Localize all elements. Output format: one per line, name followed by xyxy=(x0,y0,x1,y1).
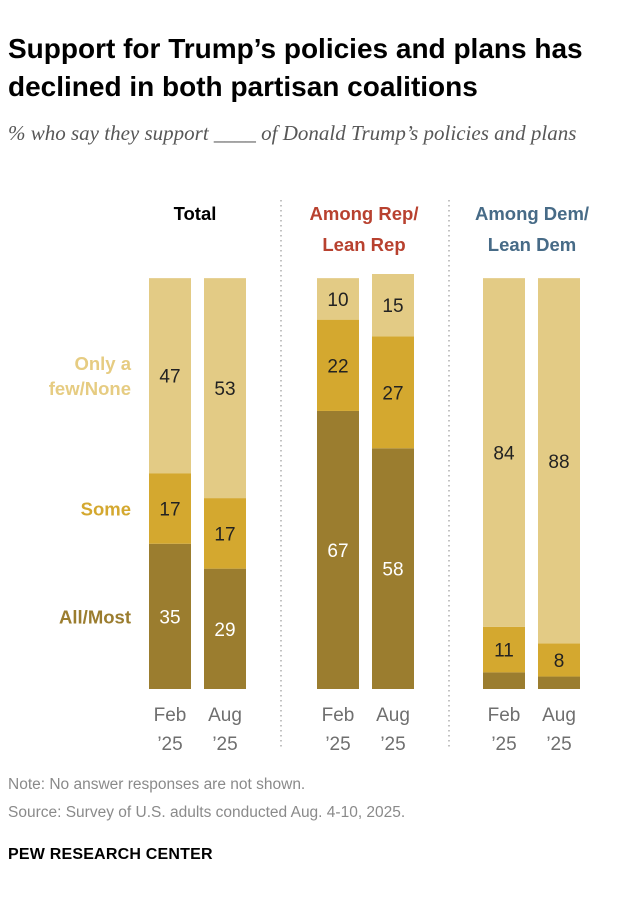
data-label: 35 xyxy=(159,607,180,628)
chart-source: Source: Survey of U.S. adults conducted … xyxy=(8,804,406,821)
x-axis-tick-label: Aug xyxy=(542,705,576,726)
data-label: 8 xyxy=(554,651,565,672)
x-axis-tick-label: ’25 xyxy=(157,734,182,755)
bar-segment-only-a-few-none xyxy=(372,274,414,337)
group-heading: Lean Dem xyxy=(488,234,576,255)
x-axis-tick-label: Aug xyxy=(376,705,410,726)
data-label: 22 xyxy=(327,356,348,377)
data-label: 53 xyxy=(214,379,235,400)
chart-note: Note: No answer responses are not shown. xyxy=(8,776,306,793)
group-heading: Total xyxy=(174,203,217,224)
x-axis-tick-label: ’25 xyxy=(546,734,571,755)
stacked-bar-chart: Total 35 17 47 Feb ’25 29 17 53 Aug ’25 Among Rep/L… xyxy=(49,200,589,755)
group-heading: Among Rep/ xyxy=(310,203,419,224)
x-axis-tick-label: ’25 xyxy=(380,734,405,755)
bar-segment-some xyxy=(372,336,414,449)
data-label: 58 xyxy=(382,560,403,581)
bar-segment-all-most xyxy=(538,676,580,689)
data-label: 84 xyxy=(493,443,515,464)
bar-segment-all-most xyxy=(317,410,359,689)
data-label: 67 xyxy=(327,541,348,562)
data-label: 10 xyxy=(327,290,348,311)
bar-segment-all-most xyxy=(149,543,191,689)
bar-segment-all-most xyxy=(204,568,246,689)
data-label: 11 xyxy=(494,641,514,662)
data-label: 17 xyxy=(214,524,235,545)
series-label: All/Most xyxy=(59,606,131,627)
x-axis-tick-label: Feb xyxy=(154,705,187,726)
bar-segment-all-most xyxy=(483,672,525,689)
bar-segment-only-a-few-none xyxy=(317,278,359,320)
bar-segment-some xyxy=(204,498,246,569)
data-label: 29 xyxy=(214,620,235,641)
x-axis-tick-label: ’25 xyxy=(212,734,237,755)
data-label: 17 xyxy=(159,499,180,520)
bar-segment-some xyxy=(538,643,580,677)
x-axis-tick-label: ’25 xyxy=(325,734,350,755)
bar-segment-all-most xyxy=(372,448,414,689)
group-heading: Among Dem/ xyxy=(475,203,589,224)
series-label: few/None xyxy=(49,378,131,399)
group-heading: Lean Rep xyxy=(322,234,405,255)
data-label: 15 xyxy=(382,296,403,317)
bar-segment-only-a-few-none xyxy=(538,278,580,644)
x-axis-tick-label: Feb xyxy=(488,705,521,726)
data-label: 47 xyxy=(159,367,180,388)
bar-segment-only-a-few-none xyxy=(149,278,191,474)
bar-segment-only-a-few-none xyxy=(204,278,246,499)
bar-segment-only-a-few-none xyxy=(483,278,525,627)
data-label: 88 xyxy=(548,452,569,473)
bar-segment-some xyxy=(317,319,359,411)
chart-title: Support for Trump’s policies and plans h… xyxy=(8,33,583,102)
series-label: Only a xyxy=(74,353,131,374)
x-axis-tick-label: Feb xyxy=(322,705,355,726)
chart-subtitle: % who say they support ____ of Donald Tr… xyxy=(8,121,577,145)
series-label: Some xyxy=(81,498,131,519)
x-axis-tick-label: Aug xyxy=(208,705,242,726)
data-label: 27 xyxy=(382,383,403,404)
bar-segment-some xyxy=(483,626,525,673)
bar-segment-some xyxy=(149,473,191,544)
x-axis-tick-label: ’25 xyxy=(491,734,516,755)
pew-research-center-logo: PEW RESEARCH CENTER xyxy=(8,846,213,863)
